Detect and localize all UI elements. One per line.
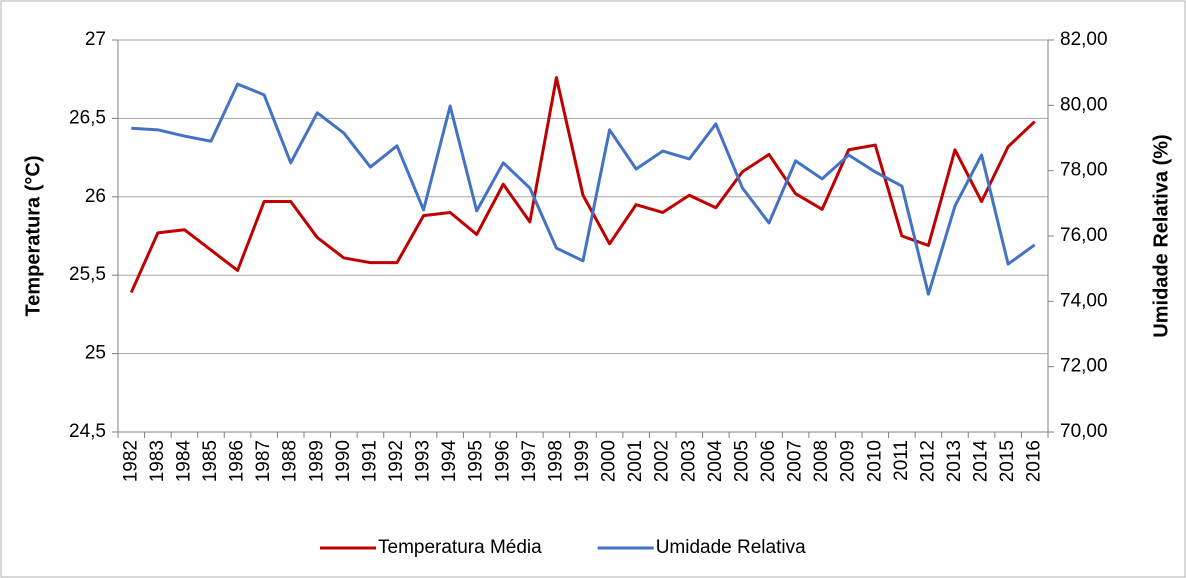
x-tick-label: 1992	[386, 440, 407, 482]
x-tick-label: 2004	[705, 440, 726, 483]
x-tick-label: 1999	[572, 440, 593, 482]
y-tick-label: 24,5	[69, 421, 106, 442]
x-tick-label: 1988	[280, 440, 301, 482]
x-tick-label: 2007	[785, 440, 806, 482]
y2-tick-label: 78,00	[1060, 160, 1108, 181]
x-tick-label: 2013	[944, 440, 965, 482]
x-tick-label: 1993	[413, 440, 434, 482]
x-tick-label: 1998	[545, 440, 566, 482]
y2-tick-label: 74,00	[1060, 290, 1108, 311]
x-tick-label: 2014	[971, 440, 992, 483]
x-tick-label: 2001	[625, 440, 646, 482]
y-tick-label: 26,5	[69, 107, 106, 128]
x-tick-label: 1995	[466, 440, 487, 482]
x-tick-label: 2002	[652, 440, 673, 482]
x-tick-label: 2010	[864, 440, 885, 482]
x-tick-label: 1986	[227, 440, 248, 482]
y2-tick-label: 76,00	[1060, 225, 1108, 246]
x-tick-label: 1989	[306, 440, 327, 482]
y2-tick-label: 80,00	[1060, 94, 1108, 115]
x-tick-label: 1983	[147, 440, 168, 482]
x-tick-label: 2003	[678, 440, 699, 482]
y2-tick-label: 70,00	[1060, 421, 1108, 442]
y-tick-label: 25	[85, 343, 106, 364]
y-axis-label: Temperatura (°C)	[22, 156, 44, 317]
y-tick-label: 25,5	[69, 264, 106, 285]
y2-axis-label: Umidade Relativa (%)	[1150, 134, 1172, 337]
series-line	[131, 82, 1036, 296]
x-tick-label: 2005	[731, 440, 752, 482]
x-tick-label: 2000	[599, 440, 620, 482]
legend-label: Temperatura Média	[378, 537, 542, 558]
x-tick-label: 1996	[492, 440, 513, 482]
x-tick-label: 1985	[200, 440, 221, 482]
x-tick-label: 1982	[120, 440, 141, 482]
x-tick-label: 2011	[891, 440, 912, 481]
x-tick-label: 2012	[917, 440, 938, 482]
x-tick-label: 1997	[519, 440, 540, 482]
y2-tick-label: 72,00	[1060, 356, 1108, 377]
y-tick-label: 26	[85, 186, 106, 207]
y-tick-label: 27	[85, 29, 106, 50]
x-tick-label: 2006	[758, 440, 779, 482]
x-tick-label: 1987	[253, 440, 274, 482]
x-tick-label: 1991	[359, 440, 380, 482]
x-tick-label: 2008	[811, 440, 832, 482]
y2-tick-label: 82,00	[1060, 29, 1108, 50]
x-tick-label: 2015	[997, 440, 1018, 482]
x-tick-label: 2016	[1024, 440, 1045, 482]
x-tick-label: 2009	[838, 440, 859, 482]
x-tick-label: 1984	[173, 440, 194, 483]
x-tick-label: 1994	[439, 440, 460, 483]
legend-label: Umidade Relativa	[656, 537, 806, 558]
x-tick-label: 1990	[333, 440, 354, 482]
